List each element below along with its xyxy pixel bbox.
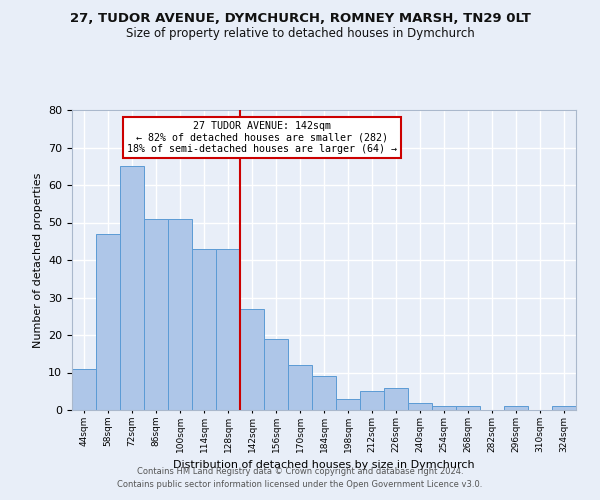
Text: Contains public sector information licensed under the Open Government Licence v3: Contains public sector information licen… — [118, 480, 482, 489]
Bar — [408, 402, 432, 410]
Text: 27, TUDOR AVENUE, DYMCHURCH, ROMNEY MARSH, TN29 0LT: 27, TUDOR AVENUE, DYMCHURCH, ROMNEY MARS… — [70, 12, 530, 26]
Bar — [432, 406, 456, 410]
Bar — [312, 376, 336, 410]
X-axis label: Distribution of detached houses by size in Dymchurch: Distribution of detached houses by size … — [173, 460, 475, 470]
Bar — [192, 248, 216, 410]
Text: Contains HM Land Registry data © Crown copyright and database right 2024.: Contains HM Land Registry data © Crown c… — [137, 467, 463, 476]
Bar — [240, 308, 264, 410]
Bar — [96, 234, 120, 410]
Bar — [384, 388, 408, 410]
Bar — [264, 339, 288, 410]
Bar — [72, 369, 96, 410]
Bar — [168, 219, 192, 410]
Text: Size of property relative to detached houses in Dymchurch: Size of property relative to detached ho… — [125, 28, 475, 40]
Text: 27 TUDOR AVENUE: 142sqm   
← 82% of detached houses are smaller (282)
18% of sem: 27 TUDOR AVENUE: 142sqm ← 82% of detache… — [127, 121, 397, 154]
Bar — [120, 166, 144, 410]
Bar — [336, 399, 360, 410]
Bar — [552, 406, 576, 410]
Bar — [504, 406, 528, 410]
Bar — [216, 248, 240, 410]
Y-axis label: Number of detached properties: Number of detached properties — [32, 172, 43, 348]
Bar — [144, 219, 168, 410]
Bar — [360, 391, 384, 410]
Bar — [456, 406, 480, 410]
Bar — [288, 365, 312, 410]
